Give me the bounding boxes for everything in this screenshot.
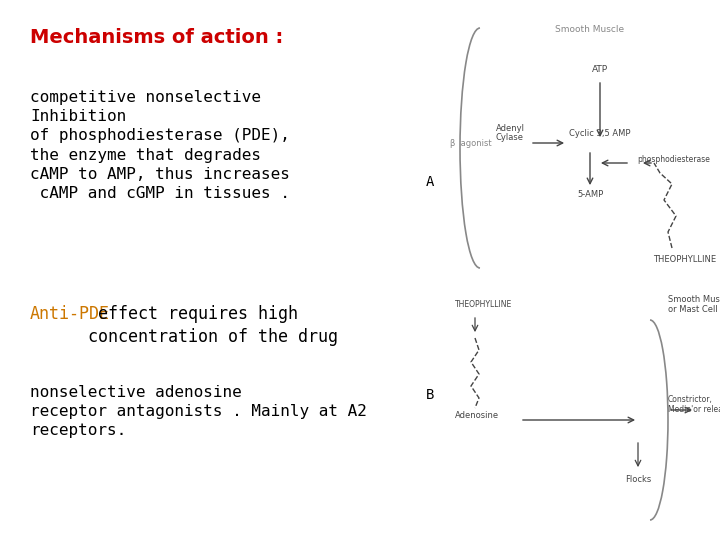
Text: B: B [426, 388, 434, 402]
Text: Flocks: Flocks [625, 475, 651, 484]
Text: A: A [426, 175, 434, 189]
Text: ATP: ATP [592, 65, 608, 74]
Text: Smooth Muscle
or Mast Cell: Smooth Muscle or Mast Cell [668, 295, 720, 314]
Text: Adenyl
Cylase: Adenyl Cylase [495, 124, 524, 143]
Text: THEOPHYLLINE: THEOPHYLLINE [654, 255, 716, 264]
Text: THEOPHYLLINE: THEOPHYLLINE [455, 300, 512, 309]
Text: Adenosine: Adenosine [455, 410, 499, 420]
Text: nonselective adenosine
receptor antagonists . Mainly at A2
receptors.: nonselective adenosine receptor antagoni… [30, 385, 367, 438]
Text: Constrictor,
Media'or release: Constrictor, Media'or release [668, 395, 720, 414]
Text: Anti-PDE: Anti-PDE [30, 305, 110, 323]
Text: phosphodiesterase: phosphodiesterase [637, 155, 710, 164]
Text: 5-AMP: 5-AMP [577, 190, 603, 199]
Text: Smooth Muscle: Smooth Muscle [555, 25, 624, 34]
Text: effect requires high
concentration of the drug: effect requires high concentration of th… [88, 305, 338, 346]
Text: competitive nonselective
Inhibition
of phosphodiesterase (PDE),
the enzyme that : competitive nonselective Inhibition of p… [30, 90, 290, 201]
Text: Mechanisms of action :: Mechanisms of action : [30, 28, 283, 47]
Text: Cyclic 3,5 AMP: Cyclic 3,5 AMP [570, 129, 631, 138]
Text: β  agonist: β agonist [450, 138, 492, 147]
